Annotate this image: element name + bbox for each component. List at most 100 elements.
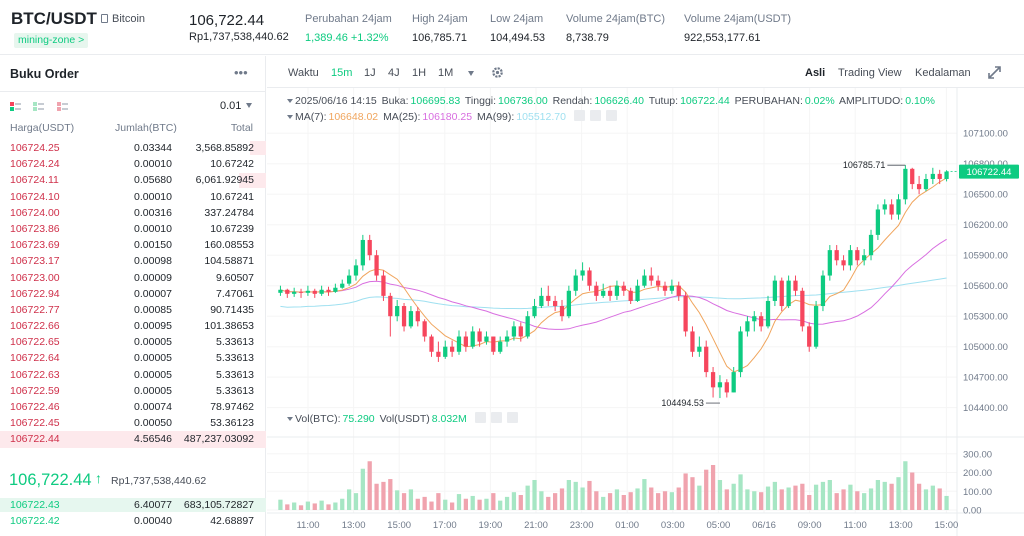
ask-row[interactable]: 106724.11 0.05680 6,061.92945 (0, 172, 266, 188)
last-price-idr: Rp1,737,538,440.62 (189, 31, 289, 43)
ask-row[interactable]: 106724.10 0.00010 10.67241 (0, 189, 266, 205)
close-icon[interactable] (506, 412, 518, 423)
volume-bar (539, 491, 544, 510)
view-asks-icon[interactable] (57, 102, 68, 111)
volume-bar (937, 488, 942, 510)
ask-row[interactable]: 106722.65 0.00005 5.33613 (0, 334, 266, 350)
visibility-icon[interactable] (474, 412, 486, 423)
mid-price-row[interactable]: 106,722.44 ↑ Rp1,737,538,440.62 (0, 467, 266, 495)
row-total: 10.67242 (210, 158, 254, 171)
interval-1m[interactable]: 1M (438, 67, 454, 79)
candle-body (800, 290, 805, 327)
ask-row[interactable]: 106723.86 0.00010 10.67239 (0, 221, 266, 237)
bid-row[interactable]: 106722.42 0.00040 42.68897 (0, 513, 266, 529)
bid-list: 106722.43 6.40077 683,105.72827 106722.42 0.… (0, 497, 266, 529)
collapse-icon[interactable] (287, 417, 293, 421)
zone-tag[interactable]: mining-zone > (14, 33, 89, 48)
ask-row[interactable]: 106722.64 0.00005 5.33613 (0, 350, 266, 366)
row-price: 106722.64 (10, 352, 60, 365)
candle (944, 170, 949, 182)
candle-body (759, 316, 764, 327)
candle-body (635, 285, 640, 301)
candle (367, 234, 372, 261)
candle-body (518, 326, 523, 337)
ask-row[interactable]: 106722.46 0.00074 78.97462 (0, 399, 266, 415)
candle (745, 316, 750, 337)
volume-bar (436, 493, 441, 510)
vol-usdt-label: Vol(USDT) (379, 413, 430, 425)
interval-4j[interactable]: 4J (388, 67, 400, 79)
volume-bar (408, 489, 414, 510)
ask-row[interactable]: 106722.94 0.00007 7.47061 (0, 286, 266, 302)
stat-label: High 24jam (412, 13, 468, 25)
ask-row[interactable]: 106722.44 4.56546 487,237.03092 (0, 431, 266, 448)
ask-row[interactable]: 106722.59 0.00005 5.33613 (0, 383, 266, 399)
pair-title[interactable]: BTC/USDT (11, 9, 97, 28)
candle (532, 298, 537, 319)
vol-usdt-value: 8.032M (431, 413, 467, 425)
price-chart[interactable]: 107100.00106800.00106500.00106200.001059… (267, 88, 1024, 536)
row-price: 106723.69 (10, 239, 60, 252)
row-amount: 0.00074 (134, 401, 172, 413)
price-tick-label: 107100.00 (963, 129, 1008, 140)
view-tradingview[interactable]: Trading View (838, 67, 902, 79)
collapse-icon[interactable] (287, 99, 293, 103)
candle (717, 375, 723, 399)
candle-body (594, 285, 599, 296)
candle-body (436, 351, 441, 357)
coin-name[interactable]: Bitcoin (101, 13, 145, 25)
fullscreen-icon[interactable] (988, 66, 1001, 79)
settings-icon[interactable] (589, 110, 601, 121)
ask-row[interactable]: 106722.66 0.00095 101.38653 (0, 318, 266, 334)
ask-row[interactable]: 106723.69 0.00150 160.08553 (0, 237, 266, 253)
high-value: 106736.00 (498, 95, 548, 107)
row-amount: 0.00050 (134, 417, 172, 430)
candle-body (546, 295, 551, 301)
candle (628, 287, 633, 304)
ask-row[interactable]: 106722.63 0.00005 5.33613 (0, 367, 266, 383)
volume-bar (587, 480, 592, 510)
volume-bar (862, 493, 867, 510)
precision-select[interactable]: 0.01 (220, 100, 242, 112)
ma25-label: MA(25): (383, 111, 421, 123)
volume-bar (552, 493, 558, 510)
row-amount: 0.00150 (134, 239, 172, 252)
visibility-icon[interactable] (573, 110, 585, 121)
gear-icon[interactable] (491, 66, 504, 79)
ask-row[interactable]: 106724.25 0.03344 3,568.85892 (0, 140, 266, 156)
candle (353, 259, 359, 281)
interval-1j[interactable]: 1J (364, 67, 376, 79)
current-price-label: 106722.44 (967, 167, 1012, 178)
ask-row[interactable]: 106724.00 0.00316 337.24784 (0, 205, 266, 221)
view-original[interactable]: Asli (805, 67, 826, 79)
candle (498, 336, 503, 354)
ask-row[interactable]: 106722.77 0.00085 90.71435 (0, 302, 266, 318)
candle (333, 283, 338, 293)
view-depth[interactable]: Kedalaman (915, 67, 971, 79)
view-both-icon[interactable] (10, 102, 21, 111)
candle-body (944, 171, 949, 179)
row-amount: 0.00316 (134, 206, 172, 219)
candle (855, 247, 860, 266)
volume-bar (594, 491, 599, 510)
ask-row[interactable]: 106723.17 0.00098 104.58871 (0, 253, 266, 269)
row-total: 487,237.03092 (183, 433, 254, 446)
close-icon[interactable] (605, 110, 617, 121)
row-total: 5.33613 (216, 336, 254, 349)
volume-bar (800, 483, 805, 510)
interval-1h[interactable]: 1H (412, 67, 427, 79)
ask-row[interactable]: 106724.24 0.00010 10.67242 (0, 156, 266, 172)
collapse-icon[interactable] (287, 115, 293, 119)
bid-row[interactable]: 106722.43 6.40077 683,105.72827 (0, 497, 266, 513)
volume-bar (710, 465, 716, 510)
more-intervals-icon[interactable] (468, 71, 474, 76)
more-options-icon[interactable]: ••• (234, 65, 248, 80)
ask-row[interactable]: 106723.00 0.00009 9.60507 (0, 270, 266, 286)
settings-icon[interactable] (490, 412, 502, 423)
row-price: 106722.42 (10, 515, 60, 528)
candle-body (298, 291, 304, 293)
chevron-down-icon[interactable] (246, 103, 252, 108)
view-bids-icon[interactable] (33, 102, 44, 111)
ask-row[interactable]: 106722.45 0.00050 53.36123 (0, 415, 266, 431)
interval-15m[interactable]: 15m (331, 67, 353, 79)
